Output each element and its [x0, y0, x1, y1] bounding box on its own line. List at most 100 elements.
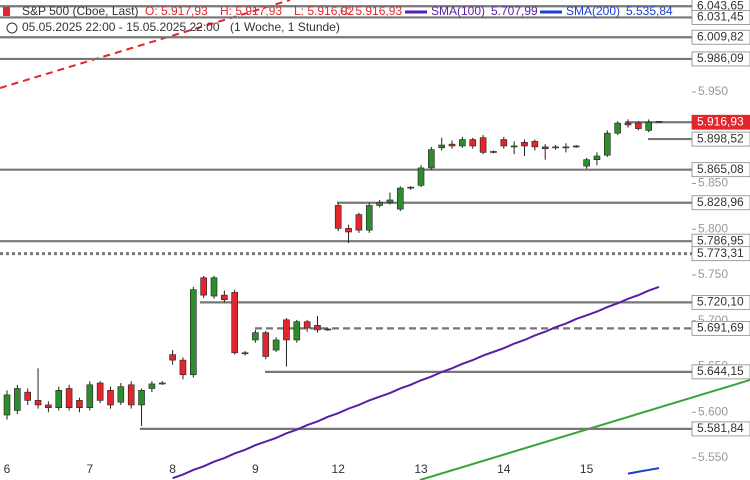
- level-label: 6.043,65: [697, 0, 744, 12]
- candle-body: [262, 332, 270, 357]
- legend-name: SMA(100): [431, 4, 485, 18]
- level-label-box: [691, 364, 750, 380]
- trend-line: [0, 0, 291, 89]
- candle-body: [283, 319, 290, 341]
- candle-body: [407, 186, 414, 189]
- level-label-box: [691, 114, 750, 130]
- symbol: S&P 500 (Cboe, Last): [22, 4, 139, 18]
- candle-body: [355, 214, 363, 231]
- candle-body: [541, 146, 549, 150]
- candle-body: [614, 122, 621, 134]
- level-label-box: [691, 10, 750, 25]
- y-tick-label: 5.950: [698, 84, 728, 98]
- candle-body: [55, 390, 63, 409]
- candle-body: [252, 332, 259, 341]
- y-tick-label: 5.600: [698, 404, 728, 418]
- candle-body: [417, 167, 425, 186]
- candle-body: [86, 384, 94, 409]
- candle-body: [448, 143, 456, 147]
- level-label-box: [691, 29, 750, 45]
- candle-body: [562, 146, 570, 149]
- candle-body: [531, 141, 539, 148]
- level-label-box: [691, 294, 750, 310]
- level-label-box: [691, 131, 750, 147]
- date-range: 05.05.2025 22:00 - 15.05.2025 22:00: [22, 20, 220, 34]
- x-tick-label: 14: [497, 462, 511, 476]
- legend-value: 5.535,84: [626, 4, 673, 18]
- trend-line: [419, 379, 750, 480]
- candle-body: [428, 149, 435, 169]
- sma-line: [172, 285, 660, 480]
- candle-body: [521, 142, 528, 147]
- candle-body: [272, 339, 280, 351]
- candle-body: [510, 145, 518, 148]
- candle-body: [34, 400, 42, 406]
- sma-line: [627, 467, 660, 475]
- x-tick-label: 7: [86, 462, 93, 476]
- x-tick-label: 6: [4, 462, 11, 476]
- candle-body: [324, 328, 332, 331]
- x-tick-label: 12: [332, 462, 346, 476]
- candle-body: [303, 321, 311, 329]
- candle-body: [107, 390, 114, 406]
- y-tick-label: 5.850: [698, 176, 728, 190]
- candle-body: [190, 289, 197, 376]
- candle-body: [583, 159, 590, 167]
- level-label: 5.691,69: [697, 321, 744, 335]
- candle-body: [386, 199, 394, 204]
- level-label: 6.031,45: [697, 10, 744, 24]
- candle-body: [376, 202, 383, 206]
- candle-body: [438, 144, 446, 149]
- level-label: 5.828,96: [697, 195, 744, 209]
- candle-body: [365, 205, 373, 231]
- candle-body: [624, 122, 632, 126]
- candle-body: [127, 384, 135, 406]
- ohlc: L: 5.916,92: [294, 4, 354, 18]
- candle-body: [158, 382, 166, 385]
- candle-body: [645, 121, 653, 131]
- candle-body: [231, 292, 238, 354]
- candle-body: [169, 354, 176, 361]
- candle-body: [241, 352, 249, 355]
- candle-body: [96, 382, 104, 401]
- candle-body: [3, 394, 11, 416]
- candle-body: [314, 325, 321, 331]
- candle-body: [24, 391, 32, 401]
- y-tick-label: 5.550: [698, 450, 728, 464]
- x-tick-label: 13: [414, 462, 428, 476]
- candle-body: [117, 386, 125, 403]
- candle-body: [552, 146, 559, 149]
- level-label: 5.644,15: [697, 364, 744, 378]
- level-label: 5.786,95: [697, 233, 744, 247]
- candle-body: [345, 228, 352, 233]
- level-label: 5.581,84: [697, 421, 744, 435]
- candle-body: [138, 390, 145, 406]
- candle-body: [459, 139, 466, 147]
- icon: [3, 7, 10, 16]
- ohlc: O: 5.917,93: [145, 4, 208, 18]
- candle-body: [655, 121, 663, 123]
- candle-body: [14, 388, 21, 411]
- level-label-box: [691, 320, 750, 336]
- level-label: 5.720,10: [697, 295, 744, 309]
- level-label: 6.009,82: [697, 29, 744, 43]
- level-label: 5.898,52: [697, 131, 744, 145]
- ohlc: C: 5.916,93: [340, 4, 402, 18]
- candle-body: [572, 145, 580, 148]
- candle-body: [200, 277, 207, 296]
- level-label-box: [691, 421, 750, 437]
- x-tick-label: 9: [252, 462, 259, 476]
- candle-body: [45, 404, 52, 409]
- interval: (1 Woche, 1 Stunde): [230, 20, 340, 34]
- legend-value: 5.707,99: [491, 4, 538, 18]
- level-label: 5.865,08: [697, 162, 744, 176]
- candle-body: [65, 388, 73, 409]
- candle-body: [179, 359, 187, 376]
- candle-body: [396, 187, 404, 210]
- level-label-box: [691, 195, 750, 211]
- level-label: 5.773,31: [697, 246, 744, 260]
- candle-body: [293, 321, 301, 341]
- x-tick-label: 15: [580, 462, 594, 476]
